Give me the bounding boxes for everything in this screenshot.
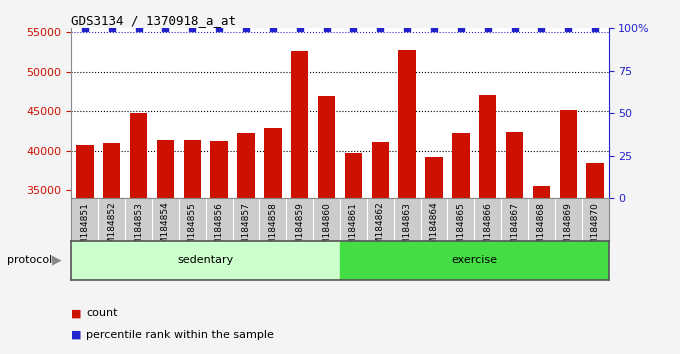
Bar bbox=[479, 96, 496, 198]
Text: GSM184865: GSM184865 bbox=[456, 202, 465, 257]
Bar bbox=[532, 187, 550, 198]
Text: sedentary: sedentary bbox=[177, 255, 234, 265]
Text: percentile rank within the sample: percentile rank within the sample bbox=[86, 330, 274, 339]
Bar bbox=[71, 241, 340, 280]
Bar bbox=[560, 110, 577, 198]
Text: GSM184859: GSM184859 bbox=[295, 202, 304, 257]
Bar bbox=[103, 143, 120, 198]
Text: ■: ■ bbox=[71, 330, 82, 339]
Text: GSM184869: GSM184869 bbox=[564, 202, 573, 257]
Text: ■: ■ bbox=[71, 308, 82, 318]
Bar bbox=[371, 142, 389, 198]
Text: GSM184862: GSM184862 bbox=[376, 202, 385, 256]
Text: GSM184864: GSM184864 bbox=[430, 202, 439, 256]
Bar bbox=[184, 140, 201, 198]
Bar bbox=[586, 163, 604, 198]
Bar bbox=[76, 145, 94, 198]
Text: GSM184857: GSM184857 bbox=[241, 202, 250, 257]
Text: GSM184866: GSM184866 bbox=[483, 202, 492, 257]
Text: GSM184863: GSM184863 bbox=[403, 202, 411, 257]
Text: protocol: protocol bbox=[7, 255, 52, 265]
Text: GSM184855: GSM184855 bbox=[188, 202, 197, 257]
Bar bbox=[452, 133, 470, 198]
Bar bbox=[345, 153, 362, 198]
Bar bbox=[130, 113, 148, 198]
Text: GSM184860: GSM184860 bbox=[322, 202, 331, 257]
Bar bbox=[318, 96, 335, 198]
Text: GSM184861: GSM184861 bbox=[349, 202, 358, 257]
Text: ▶: ▶ bbox=[52, 254, 62, 267]
Text: GSM184870: GSM184870 bbox=[591, 202, 600, 257]
Bar bbox=[156, 140, 174, 198]
Bar bbox=[291, 51, 309, 198]
Text: GSM184851: GSM184851 bbox=[80, 202, 89, 257]
Bar bbox=[264, 128, 282, 198]
Bar bbox=[506, 132, 524, 198]
Text: GSM184853: GSM184853 bbox=[134, 202, 143, 257]
Text: GSM184867: GSM184867 bbox=[510, 202, 519, 257]
Bar bbox=[210, 141, 228, 198]
Text: GSM184852: GSM184852 bbox=[107, 202, 116, 256]
Bar bbox=[398, 51, 416, 198]
Text: GSM184856: GSM184856 bbox=[215, 202, 224, 257]
Text: count: count bbox=[86, 308, 118, 318]
Text: GSM184854: GSM184854 bbox=[161, 202, 170, 256]
Bar bbox=[340, 241, 609, 280]
Bar bbox=[425, 157, 443, 198]
Text: GDS3134 / 1370918_a_at: GDS3134 / 1370918_a_at bbox=[71, 14, 237, 27]
Text: GSM184858: GSM184858 bbox=[269, 202, 277, 257]
Text: exercise: exercise bbox=[452, 255, 497, 265]
Bar bbox=[237, 133, 255, 198]
Text: GSM184868: GSM184868 bbox=[537, 202, 546, 257]
